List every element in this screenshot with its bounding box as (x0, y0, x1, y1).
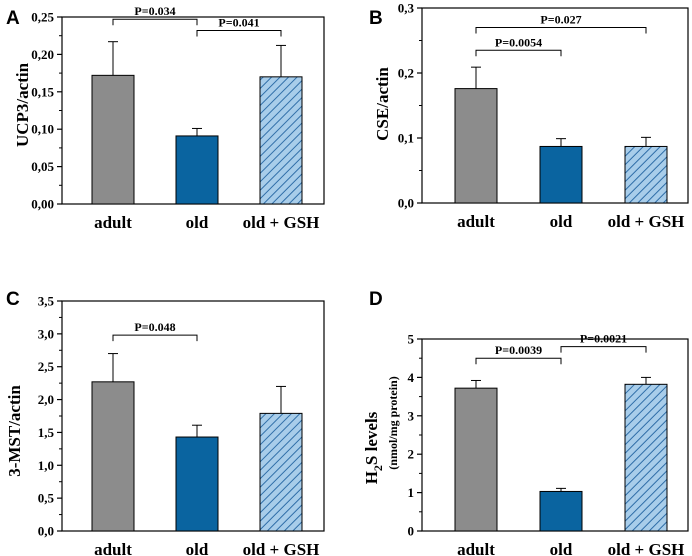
panel-a-category-label: old (186, 213, 209, 232)
panel-b-ytick-label: 0,1 (398, 131, 414, 146)
panel-c-ytick-label: 0,5 (38, 491, 55, 506)
panel-b-p-value-label: P=0.0054 (495, 35, 542, 49)
panel-b-ticks: 0,0 0,1 0,2 0,3 (398, 1, 422, 211)
panel-letter-c: C (6, 289, 20, 310)
panel-d-ytick-label: 5 (408, 332, 415, 347)
panel-c-bar-old-gsh (259, 412, 303, 532)
panel-d-comparisons: P=0.0039 P=0.0021 (475, 332, 647, 365)
panel-d-ytick-label: 1 (408, 485, 415, 500)
panel-d-y-axis-title: H2S levels (362, 411, 385, 484)
panel-d-p-value-label: P=0.0021 (580, 332, 627, 346)
panel-b-categories: adult old old + GSH (457, 212, 684, 231)
panel-c-category-label: old (186, 540, 209, 556)
panel-c-ytick-label: 0,0 (38, 524, 54, 539)
panel-b-ytick-label: 0,0 (398, 196, 414, 211)
panel-a-category-label: old + GSH (243, 213, 320, 232)
panel-c-significance-bracket (112, 334, 198, 342)
panel-b-significance-bracket (475, 49, 562, 57)
panel-letter-a: A (6, 8, 20, 29)
panel-a-categories: adult old old + GSH (94, 213, 319, 232)
panel-d-y-title-sub: 2 (371, 465, 385, 471)
panel-letter-b: B (369, 8, 383, 29)
chart-panel-a: 0,00 0,05 0,10 0,15 0,20 0,25 adult old old + G… (13, 4, 325, 232)
chart-panel-c: 0,0 0,5 1,0 1,5 2,0 2,5 3,0 3,5 adult old old + G… (5, 294, 325, 556)
panel-d-marks (421, 338, 689, 532)
panel-b-category-label: old (550, 212, 573, 231)
panel-a-ytick-label: 0,00 (31, 197, 54, 212)
panel-a-ytick-label: 0,10 (31, 122, 54, 137)
panel-d-category-label: old + GSH (608, 540, 685, 556)
panel-d-bar-adult (454, 387, 498, 532)
panel-a-p-value-label: P=0.041 (218, 15, 259, 29)
panel-c-bar-old (175, 436, 219, 532)
panel-d-ytick-label: 2 (408, 447, 415, 462)
panel-a-ticks: 0,00 0,05 0,10 0,15 0,20 0,25 (31, 10, 62, 212)
chart-panel-d: 0 1 2 3 4 5 adult old old + GSH P=0.0039 P=0.002… (362, 332, 689, 556)
panel-b-ytick-label: 0,2 (398, 66, 414, 81)
panel-d-ytick-label: 4 (408, 370, 415, 385)
panel-c-y-axis-title: 3-MST/actin (5, 385, 24, 477)
panel-c-ytick-label: 2,0 (38, 392, 54, 407)
panel-d-y-title-main: H (362, 471, 381, 484)
panel-d-significance-bracket (475, 357, 562, 365)
panel-d-categories: adult old old + GSH (457, 540, 684, 556)
panel-c-ytick-label: 3,0 (38, 326, 54, 341)
panel-d-category-label: adult (457, 540, 495, 556)
panel-c-comparisons: P=0.048 (112, 320, 198, 342)
panel-c-ytick-label: 3,5 (38, 294, 55, 309)
panel-b-comparisons: P=0.027 P=0.0054 (475, 13, 647, 57)
panel-d-bar-old (539, 490, 583, 532)
panel-d-bar-old-gsh (624, 383, 668, 532)
panel-c-ytick-label: 1,0 (38, 458, 54, 473)
panel-a-significance-bracket (196, 29, 282, 37)
panel-a-comparisons: P=0.034 P=0.041 (112, 4, 282, 37)
panel-b-bar-adult (454, 88, 498, 204)
panel-b-ytick-label: 0,3 (398, 1, 415, 16)
panel-letter-d: D (369, 289, 383, 310)
panel-a-bar-old (175, 135, 219, 205)
panel-a-marks (61, 16, 325, 205)
panel-b-bar-old (539, 145, 583, 204)
panel-a-ytick-label: 0,15 (31, 84, 54, 99)
panel-c-ytick-label: 1,5 (38, 425, 55, 440)
panel-b-marks (421, 7, 689, 204)
panel-c-marks (61, 300, 325, 532)
panel-d-y-axis-units: (nmol/mg protein) (386, 376, 400, 469)
panel-a-bar-old-gsh (259, 76, 303, 205)
panel-d-ytick-label: 0 (408, 524, 415, 539)
panel-d-category-label: old (550, 540, 573, 556)
panel-c-categories: adult old old + GSH (94, 540, 319, 556)
panel-c-p-value-label: P=0.048 (134, 320, 175, 334)
panel-d-significance-bracket (560, 346, 647, 353)
panel-d-y-title-rest: S levels (362, 411, 381, 465)
panel-d-ytick-label: 3 (408, 408, 415, 423)
panel-c-ticks: 0,0 0,5 1,0 1,5 2,0 2,5 3,0 3,5 (38, 294, 62, 539)
panel-b-y-axis-title: CSE/actin (373, 67, 392, 141)
panel-a-ytick-label: 0,25 (31, 10, 54, 25)
panel-c-category-label: adult (94, 540, 132, 556)
panel-a-y-axis-title: UCP3/actin (13, 62, 32, 147)
panel-b-category-label: old + GSH (608, 212, 685, 231)
panel-d-ticks: 0 1 2 3 4 5 (408, 332, 422, 539)
panel-b-significance-bracket (475, 27, 647, 34)
panel-a-ytick-label: 0,20 (31, 47, 54, 62)
panel-d-p-value-label: P=0.0039 (495, 343, 542, 357)
panel-c-category-label: old + GSH (243, 540, 320, 556)
panel-b-p-value-label: P=0.027 (540, 13, 581, 27)
panel-a-bar-adult (91, 74, 135, 205)
chart-panel-b: 0,00,10,20,3 adult old old + GSH P=0.027P=… (373, 1, 689, 231)
panel-a-category-label: adult (94, 213, 132, 232)
panel-c-ytick-label: 2,5 (38, 359, 55, 374)
panel-b-category-label: adult (457, 212, 495, 231)
panel-b-bar-old-gsh (624, 145, 668, 204)
panel-a-significance-bracket (112, 18, 198, 26)
panel-c-bar-adult (91, 381, 135, 532)
panel-a-p-value-label: P=0.034 (134, 4, 175, 18)
panel-a-ytick-label: 0,05 (31, 159, 54, 174)
